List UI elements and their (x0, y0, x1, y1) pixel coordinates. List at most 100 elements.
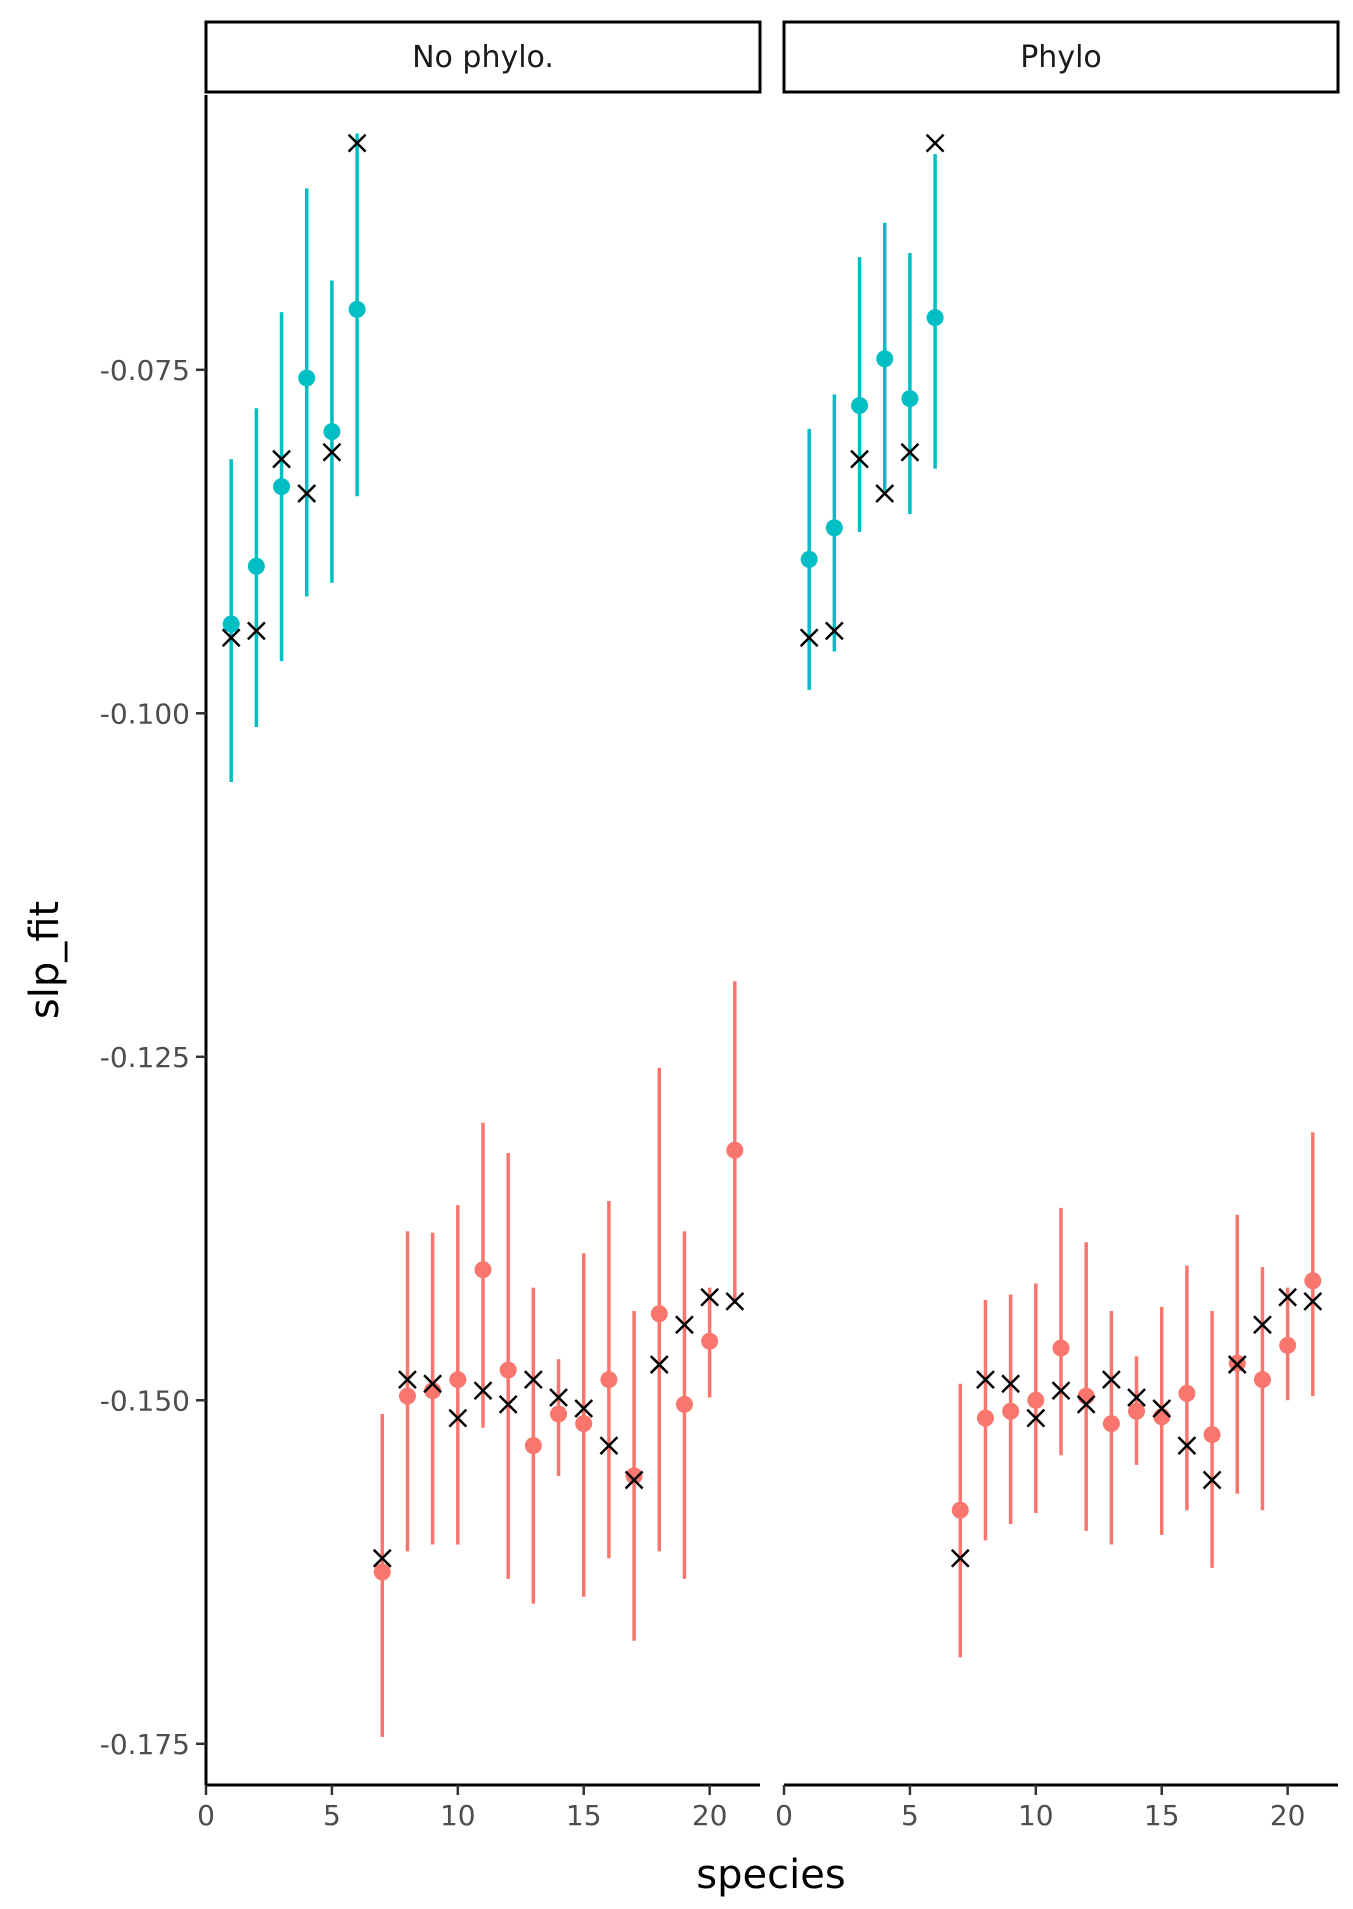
truth-marker-stroke (799, 628, 819, 648)
x-tick-label: 15 (1144, 1799, 1180, 1832)
estimate-point (550, 1405, 568, 1423)
truth-marker (574, 1399, 594, 1418)
truth-marker (473, 1381, 493, 1401)
estimate-point (701, 1332, 719, 1350)
estimate-point (323, 423, 341, 441)
estimate-point (575, 1415, 593, 1433)
y-tick-label: -0.175 (100, 1728, 190, 1761)
truth-marker (700, 1287, 720, 1307)
truth-marker-stroke (675, 1315, 694, 1335)
truth-marker (372, 1548, 392, 1568)
estimate-point (1178, 1384, 1196, 1402)
truth-marker (448, 1408, 468, 1428)
estimate-point (1304, 1272, 1322, 1290)
x-tick-label: 10 (440, 1799, 476, 1832)
truth-marker (272, 449, 291, 469)
truth-marker-stroke (1177, 1436, 1197, 1456)
x-tick-label: 15 (566, 1799, 602, 1832)
estimate-point (675, 1395, 693, 1413)
y-tick-label: -0.100 (100, 697, 190, 730)
estimate-point (222, 615, 240, 633)
estimate-point (1002, 1402, 1020, 1420)
truth-marker (297, 484, 317, 503)
truth-marker-stroke (824, 621, 844, 641)
truth-marker (850, 449, 869, 469)
truth-marker (1076, 1395, 1096, 1414)
estimate-point (600, 1371, 618, 1389)
truth-marker-stroke (473, 1381, 493, 1401)
y-tick-label: -0.125 (100, 1041, 190, 1074)
truth-marker-stroke (1253, 1315, 1272, 1335)
truth-marker-stroke (950, 1548, 970, 1568)
truth-marker-stroke (1101, 1370, 1121, 1390)
estimate-point (1052, 1339, 1070, 1357)
truth-marker-stroke (372, 1548, 392, 1568)
truth-marker-stroke (549, 1388, 568, 1407)
truth-marker (1051, 1381, 1071, 1401)
x-tick-label: 0 (197, 1799, 215, 1832)
estimate-point (1253, 1371, 1271, 1389)
truth-marker-stroke (976, 1370, 995, 1390)
estimate-point (800, 550, 818, 568)
truth-marker-stroke (272, 449, 291, 469)
estimate-point (348, 300, 366, 318)
truth-marker (246, 621, 266, 641)
truth-marker (322, 442, 342, 462)
truth-marker-stroke (1051, 1381, 1071, 1401)
truth-marker (1127, 1388, 1146, 1407)
estimate-point (247, 557, 265, 575)
estimate-point (1128, 1402, 1146, 1420)
estimate-point (273, 478, 291, 496)
truth-marker (1101, 1370, 1121, 1390)
y-tick-label: -0.150 (100, 1384, 190, 1417)
estimate-point (726, 1141, 744, 1159)
truth-marker (976, 1370, 995, 1390)
x-tick-label: 10 (1018, 1799, 1054, 1832)
panels-layer: No phylo. 0 5 10 15 20 -0.075 -0.100 -0.125 -0.15… (100, 20, 1340, 1832)
truth-marker-stroke (498, 1395, 518, 1414)
estimate-point (1077, 1387, 1095, 1405)
truth-marker (824, 621, 844, 641)
truth-marker (950, 1548, 970, 1568)
truth-marker-stroke (624, 1470, 644, 1490)
truth-marker-stroke (1001, 1374, 1021, 1394)
truth-marker (1227, 1355, 1247, 1374)
facet-strip-label: No phylo. (412, 40, 554, 75)
truth-marker-stroke (875, 484, 895, 503)
estimate-point (976, 1409, 994, 1427)
truth-marker (925, 133, 945, 153)
estimate-point (1153, 1408, 1171, 1426)
panel-2: Phylo 0 5 10 15 20 (775, 20, 1340, 1832)
facet-strip (204, 20, 762, 94)
estimate-point (524, 1437, 542, 1455)
panel-1: No phylo. 0 5 10 15 20 -0.075 -0.100 -0.125 -0.15… (100, 20, 762, 1832)
truth-marker (1278, 1287, 1298, 1307)
truth-marker-stroke (1152, 1399, 1172, 1418)
truth-marker-stroke (599, 1436, 619, 1456)
x-tick-label: 5 (323, 1799, 341, 1832)
estimate-point (650, 1305, 668, 1323)
estimate-point (901, 390, 919, 408)
truth-marker (649, 1355, 669, 1374)
truth-marker-stroke (1278, 1287, 1298, 1307)
estimate-point (449, 1371, 467, 1389)
estimate-point (373, 1563, 391, 1581)
truth-marker (1253, 1315, 1272, 1335)
facet-strip-label: Phylo (1020, 40, 1102, 75)
truth-marker-stroke (1303, 1291, 1323, 1311)
x-tick-label: 20 (1270, 1799, 1306, 1832)
truth-marker (725, 1291, 745, 1311)
truth-marker (347, 133, 367, 153)
truth-marker (398, 1370, 417, 1390)
y-tick-label: -0.075 (100, 354, 190, 387)
truth-marker (1026, 1408, 1046, 1428)
truth-marker-stroke (523, 1370, 543, 1390)
truth-marker-stroke (221, 628, 241, 648)
estimate-point (1203, 1426, 1221, 1444)
truth-marker-stroke (925, 133, 945, 153)
estimate-point (926, 309, 944, 327)
estimate-point (876, 350, 894, 368)
truth-marker (423, 1374, 443, 1394)
truth-marker-stroke (398, 1370, 417, 1390)
x-tick-label: 5 (901, 1799, 919, 1832)
